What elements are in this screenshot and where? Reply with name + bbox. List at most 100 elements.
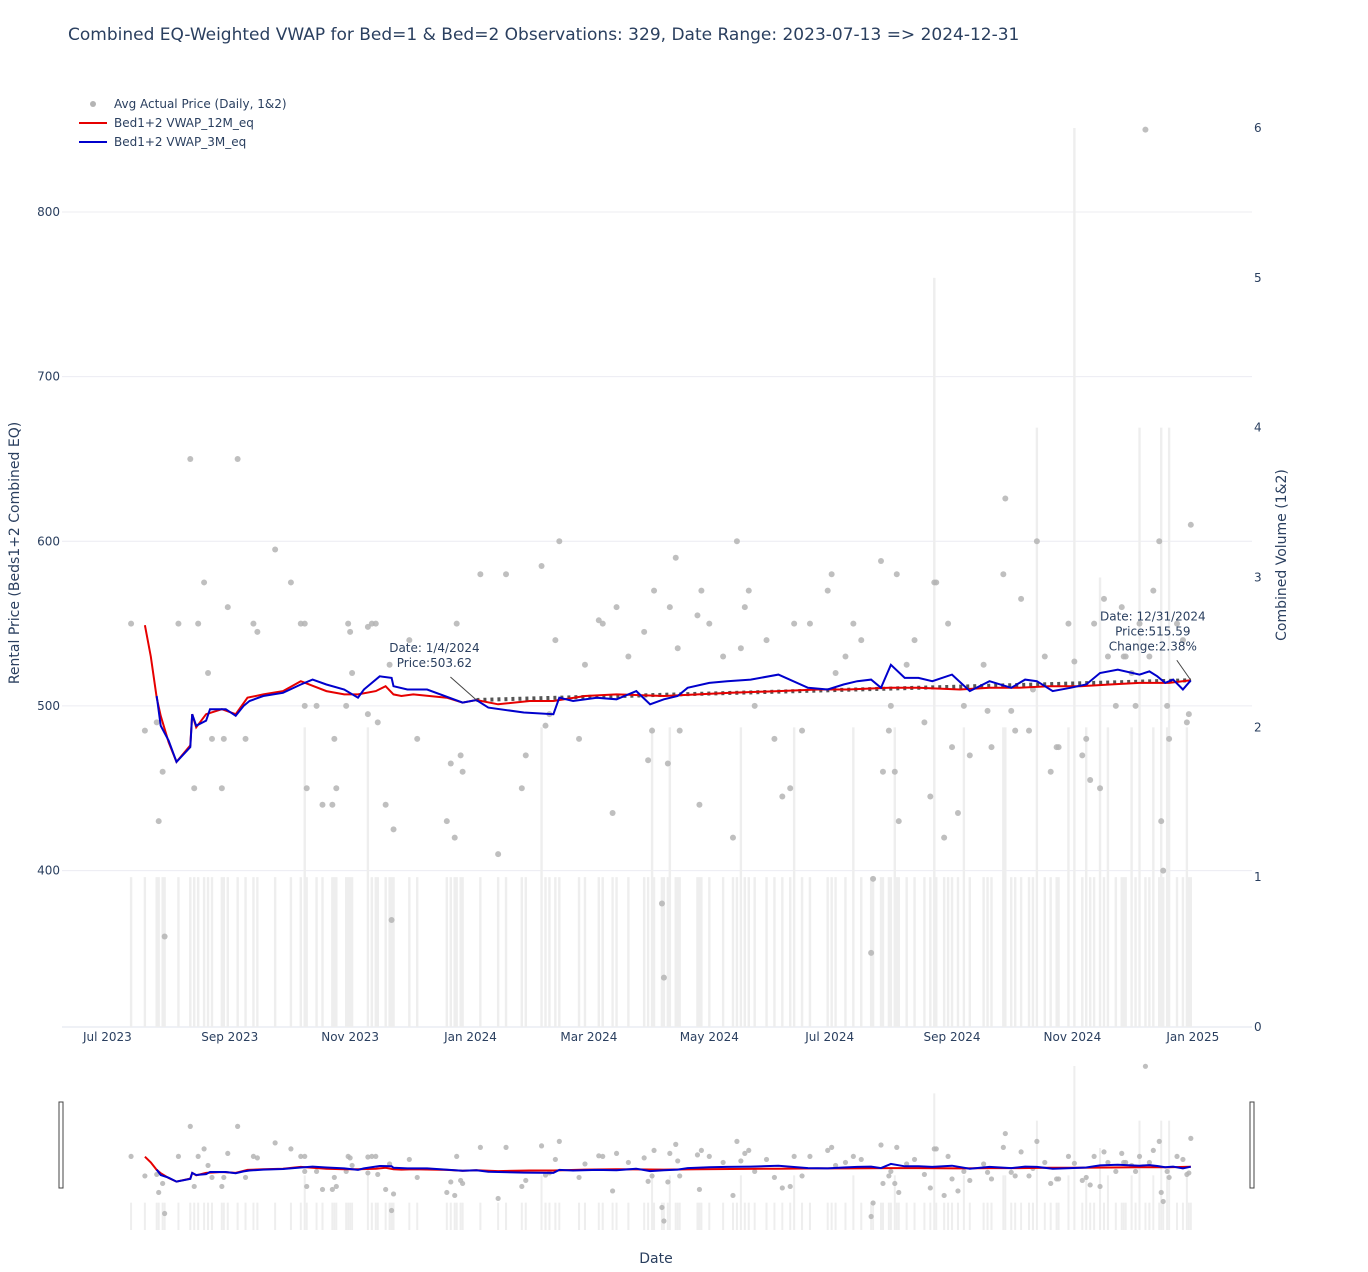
- legend[interactable]: Avg Actual Price (Daily, 1&2) Bed1+2 VWA…: [79, 97, 287, 149]
- mini-volume-bar: [597, 1202, 600, 1230]
- volume-bar: [202, 877, 206, 1027]
- mini-volume-bar: [615, 1202, 618, 1230]
- price-point: [751, 702, 758, 709]
- y-axis-title: Rental Price (Beds1+2 Combined EQ): [7, 422, 23, 684]
- mini-price-point: [1079, 1177, 1085, 1184]
- price-point: [191, 785, 198, 792]
- range-slider-right-handle[interactable]: [1249, 1101, 1255, 1189]
- mini-price-point: [156, 1189, 162, 1196]
- price-point: [1174, 620, 1181, 627]
- price-point: [698, 587, 705, 594]
- volume-bar: [210, 877, 214, 1027]
- mini-price-point: [771, 1174, 778, 1181]
- volume-bar: [611, 877, 614, 1027]
- volume-bar: [496, 877, 500, 1027]
- price-point: [155, 818, 162, 825]
- range-slider[interactable]: [58, 1063, 1255, 1230]
- mini-price-point: [304, 1183, 310, 1190]
- mini-price-point: [955, 1188, 961, 1194]
- mini-price-point: [195, 1153, 201, 1160]
- mini-price-point: [319, 1186, 326, 1193]
- volume-bar: [1102, 877, 1106, 1027]
- x-tick-label: Sep 2023: [201, 1030, 258, 1044]
- mini-price-point: [949, 1176, 955, 1182]
- mini-volume-bar: [1057, 1202, 1060, 1230]
- mini-price-point: [414, 1174, 420, 1181]
- mini-volume-bar: [929, 1202, 932, 1230]
- mini-volume-bar: [935, 1202, 938, 1230]
- legend-item-scatter[interactable]: Avg Actual Price (Daily, 1&2): [90, 97, 287, 111]
- legend-item-vwap3[interactable]: Bed1+2 VWAP_3M_eq: [79, 135, 246, 149]
- volume-bar: [956, 877, 960, 1027]
- price-point: [895, 818, 902, 825]
- price-point: [891, 768, 898, 775]
- volume-bar: [735, 877, 739, 1027]
- mini-price-point: [927, 1185, 933, 1191]
- mini-volume-bar: [578, 1202, 581, 1230]
- mini-volume-bar: [660, 1202, 663, 1230]
- price-point: [250, 620, 257, 627]
- mini-price-point: [1083, 1174, 1089, 1181]
- mini-volume-bar: [887, 1202, 890, 1230]
- price-point: [595, 617, 602, 624]
- volume-bar: [374, 877, 377, 1027]
- mini-price-point: [888, 1168, 894, 1175]
- legend-item-vwap12[interactable]: Bed1+2 VWAP_12M_eq: [79, 116, 254, 130]
- mini-price-point: [1048, 1180, 1054, 1187]
- volume-bar: [826, 877, 829, 1027]
- price-point: [641, 628, 648, 635]
- mini-volume-bar: [1010, 1202, 1013, 1230]
- price-point: [609, 809, 616, 816]
- mini-volume-bar: [1081, 1202, 1084, 1230]
- volume-bar: [946, 877, 950, 1027]
- mini-volume-bar: [449, 1202, 452, 1230]
- mini-volume-bar: [1152, 1175, 1155, 1230]
- mini-volume-bar: [1134, 1202, 1137, 1230]
- y-tick-label: 700: [37, 370, 60, 384]
- range-slider-left-handle[interactable]: [58, 1101, 64, 1189]
- gridlines: [62, 211, 1252, 1028]
- mini-price-point: [1146, 1159, 1152, 1166]
- volume-bar: [544, 877, 547, 1027]
- volume-bar: [808, 877, 812, 1027]
- mini-volume-bar: [1035, 1120, 1038, 1230]
- mini-price-point: [649, 1173, 655, 1179]
- mini-price-point: [675, 1158, 681, 1164]
- volume-bar: [646, 877, 650, 1027]
- price-point: [201, 579, 208, 586]
- volume-bar: [743, 877, 747, 1027]
- mini-volume-bar: [668, 1175, 671, 1230]
- x-tick-label: Jan 2025: [1165, 1030, 1219, 1044]
- mini-volume-bar: [1158, 1202, 1161, 1230]
- price-point: [887, 702, 894, 709]
- mini-volume-bar: [388, 1202, 391, 1230]
- mini-volume-bar: [445, 1202, 448, 1230]
- mini-price-point: [961, 1168, 967, 1175]
- mini-volume-bar: [674, 1202, 677, 1230]
- price-point: [737, 645, 744, 652]
- y-tick-label: 400: [37, 864, 60, 878]
- volume-bar: [660, 877, 664, 1027]
- price-point: [945, 620, 952, 627]
- price-point: [556, 538, 563, 545]
- volume-bar: [554, 877, 557, 1027]
- price-point: [696, 801, 703, 808]
- mini-volume-bar: [366, 1175, 369, 1230]
- volume-bar: [627, 877, 630, 1027]
- mini-volume-bar: [315, 1202, 318, 1230]
- mini-price-point: [1008, 1169, 1014, 1175]
- price-point: [763, 637, 770, 644]
- mini-volume-bar: [548, 1202, 551, 1230]
- mini-price-point: [1188, 1135, 1194, 1141]
- scatter-series: [128, 126, 1194, 981]
- volume-bar: [895, 877, 898, 1027]
- volume-bar: [1031, 877, 1035, 1027]
- vwap-3m-line: [155, 663, 1192, 764]
- price-point: [1025, 727, 1032, 734]
- price-point: [1118, 604, 1125, 611]
- price-point: [1033, 538, 1040, 545]
- volume-bar: [177, 877, 180, 1027]
- price-point: [921, 719, 928, 726]
- mini-volume-bar: [143, 1202, 146, 1230]
